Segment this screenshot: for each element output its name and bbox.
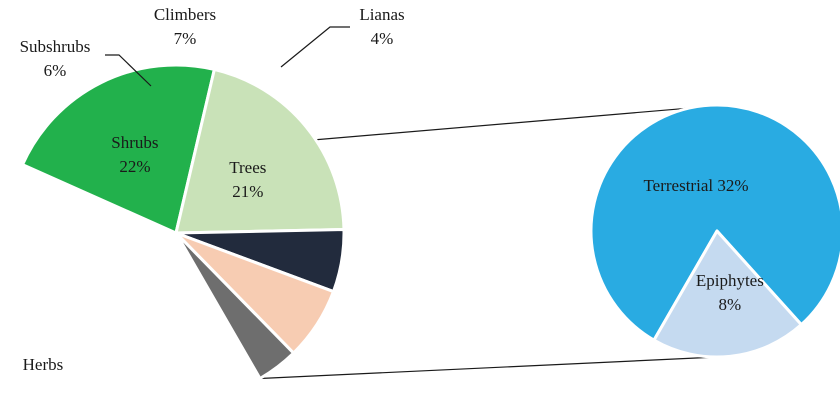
label-epiphytes-value: 8% xyxy=(719,295,742,314)
pie-slice-terrestrial xyxy=(589,103,840,342)
slice-labels: Herbs Shrubs 22% Trees 21% Subshrubs 6% Climber… xyxy=(20,5,764,374)
herbs-breakdown-pie xyxy=(589,103,840,359)
label-lianas: Lianas xyxy=(359,5,404,24)
pie-slice-herbs xyxy=(6,163,262,403)
pie-slice-epiphytes xyxy=(652,229,803,359)
label-trees: Trees xyxy=(229,158,266,177)
label-shrubs-value: 22% xyxy=(119,157,150,176)
leader-line-subshrubs xyxy=(105,54,152,87)
label-terrestrial: Terrestrial 32% xyxy=(643,176,748,195)
label-subshrubs-value: 6% xyxy=(44,61,67,80)
label-lianas-value: 4% xyxy=(371,29,394,48)
leader-lines xyxy=(105,26,350,87)
pie-slice-shrubs xyxy=(21,63,216,235)
pie-slice-lianas xyxy=(174,231,296,380)
main-pie xyxy=(6,63,346,403)
label-climbers: Climbers xyxy=(154,5,216,24)
label-epiphytes: Epiphytes xyxy=(696,271,764,290)
label-subshrubs: Subshrubs xyxy=(20,37,91,56)
label-herbs: Herbs xyxy=(23,355,64,374)
leader-line-lianas xyxy=(280,26,350,68)
connector-line-bottom xyxy=(259,355,729,380)
pie-slice-trees xyxy=(174,67,346,235)
label-shrubs: Shrubs xyxy=(111,133,158,152)
label-trees-value: 21% xyxy=(232,182,263,201)
label-climbers-value: 7% xyxy=(174,29,197,48)
